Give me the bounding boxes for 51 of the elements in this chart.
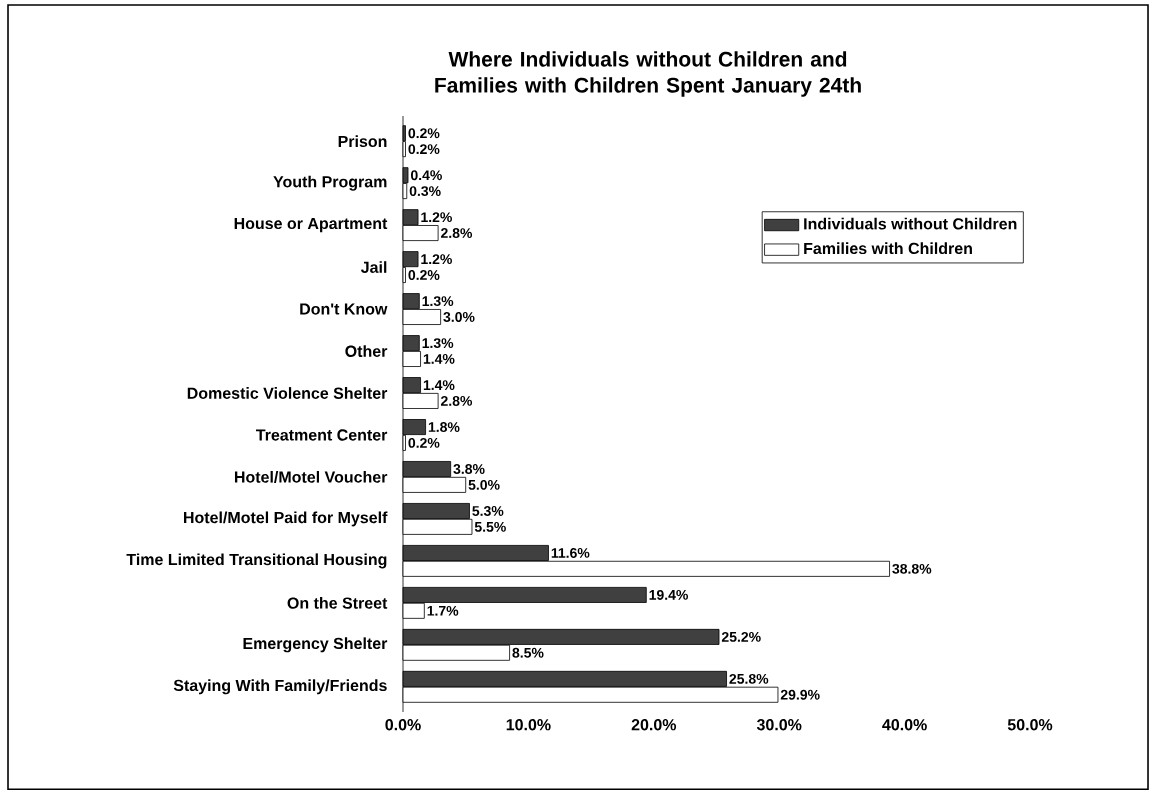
data-label: 0.2% xyxy=(408,437,440,448)
x-tick-label: 50.0% xyxy=(1007,719,1053,731)
data-label: 1.4% xyxy=(423,354,455,364)
data-label: 0.2% xyxy=(408,270,440,280)
data-label: 1.8% xyxy=(428,422,460,432)
data-label: 11.6% xyxy=(551,548,590,558)
x-tick-label: 10.0% xyxy=(506,719,551,731)
data-label: 0.2% xyxy=(408,144,440,155)
y-tick-label: Domestic Violence Shelter xyxy=(187,387,388,399)
y-tick-label: Prison xyxy=(338,135,387,148)
legend-label: Individuals without Children xyxy=(804,217,1017,230)
y-tick-label: Other xyxy=(345,345,388,357)
y-tick-label: Jail xyxy=(360,261,387,273)
y-tick-label: Youth Program xyxy=(273,175,387,191)
y-tick-label: Emergency Shelter xyxy=(243,637,388,653)
data-label: 38.8% xyxy=(892,563,932,574)
data-label: 5.3% xyxy=(472,506,504,516)
data-label: 25.8% xyxy=(729,673,769,684)
data-label: 1.2% xyxy=(421,254,452,265)
data-label: 1.3% xyxy=(422,296,454,307)
x-tick-label: 0.0% xyxy=(385,719,421,731)
y-tick-label: Hotel/Motel Paid for Myself xyxy=(184,511,388,527)
y-tick-label: Don't Know xyxy=(300,303,388,315)
data-label: 29.9% xyxy=(780,689,820,700)
data-label: 2.8% xyxy=(440,228,473,238)
data-label: 0.4% xyxy=(410,170,442,181)
data-label: 1.7% xyxy=(427,605,459,616)
y-tick-label: Treatment Center xyxy=(256,429,388,441)
y-tick-label: Hotel/Motel Voucher xyxy=(234,470,388,483)
y-tick-label: Time Limited Transitional Housing xyxy=(126,553,387,569)
data-label: 3.0% xyxy=(443,312,475,322)
x-tick-label: 30.0% xyxy=(756,719,802,731)
x-tick-label: 20.0% xyxy=(631,719,677,731)
data-label: 1.2% xyxy=(421,212,452,223)
data-label: 1.3% xyxy=(422,338,454,349)
data-label: 2.8% xyxy=(440,396,473,406)
y-tick-label: On the Street xyxy=(287,596,388,609)
data-label: 5.5% xyxy=(474,521,506,532)
data-label: 0.2% xyxy=(408,128,440,139)
data-label: 0.3% xyxy=(409,186,441,197)
x-tick-label: 40.0% xyxy=(882,719,927,731)
data-label: 19.4% xyxy=(649,590,688,600)
y-tick-label: Staying With Family/Friends xyxy=(173,679,387,695)
data-label: 8.5% xyxy=(512,647,544,658)
data-label: 5.0% xyxy=(468,479,500,490)
data-label: 25.2% xyxy=(721,631,761,642)
legend-label: Families with Children xyxy=(804,242,972,255)
data-label: 1.4% xyxy=(423,380,455,390)
chart-title: Where Individuals without Children and Families with Children Spent January 24th xyxy=(435,51,861,97)
data-label: 3.8% xyxy=(453,464,485,474)
y-tick-label: House or Apartment xyxy=(234,217,388,233)
